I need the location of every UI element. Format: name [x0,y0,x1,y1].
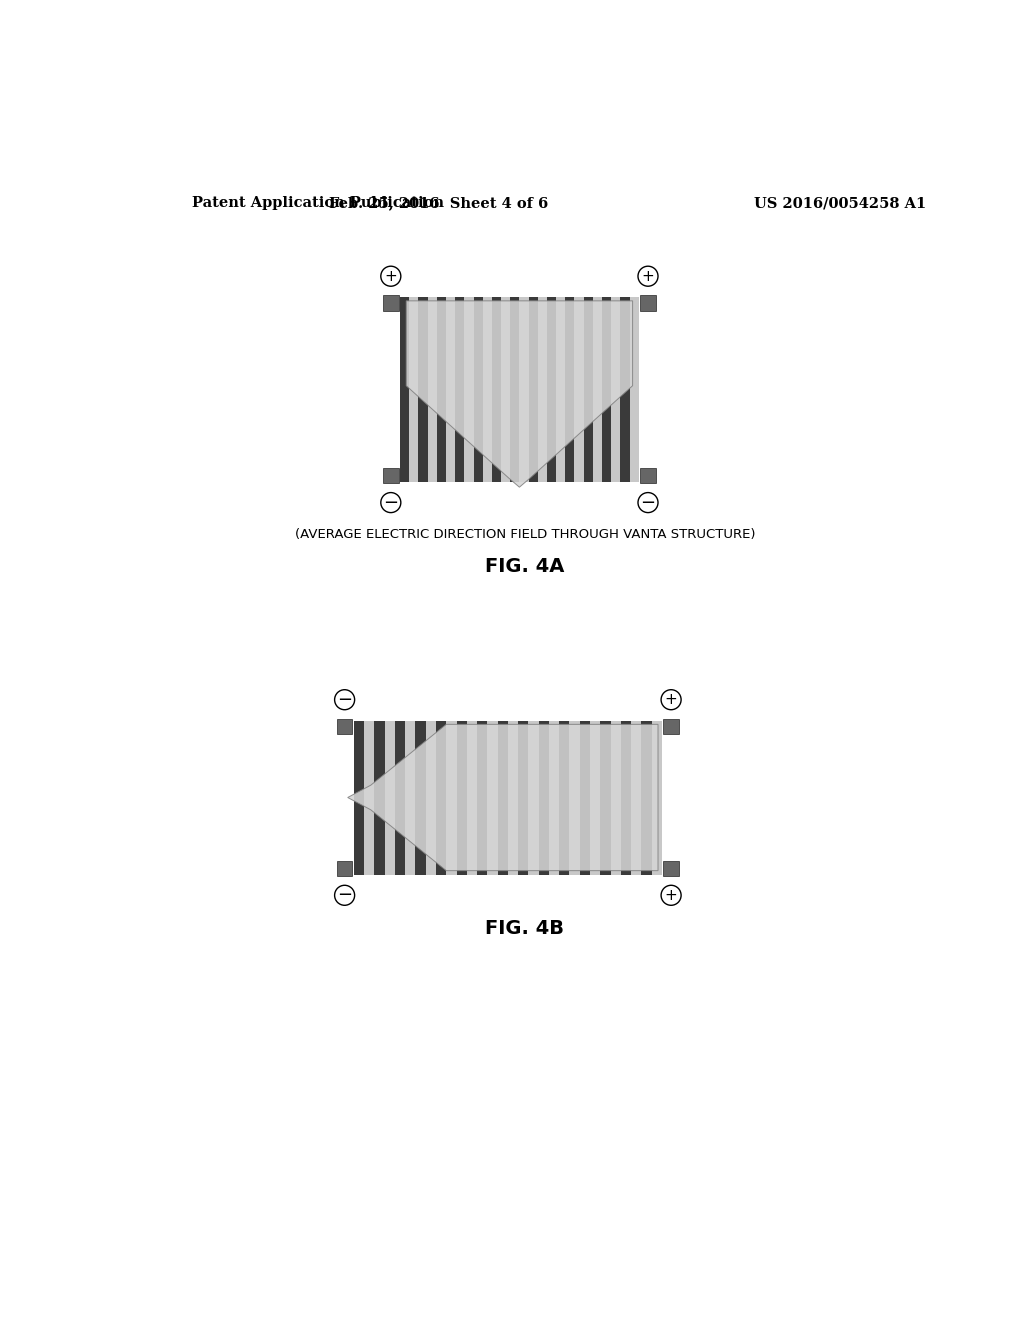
Polygon shape [602,297,611,482]
Polygon shape [549,721,559,875]
Polygon shape [487,721,498,875]
Text: −: − [640,494,655,512]
Bar [337,861,352,876]
Polygon shape [584,297,593,482]
Polygon shape [621,297,630,482]
Text: +: + [642,269,654,284]
Polygon shape [419,297,428,482]
Polygon shape [437,297,446,482]
Polygon shape [365,721,375,875]
Bar [664,861,679,876]
Polygon shape [519,297,528,482]
Polygon shape [565,297,574,482]
Polygon shape [510,297,519,482]
Polygon shape [385,721,395,875]
Text: −: − [383,494,398,512]
Polygon shape [455,297,464,482]
Polygon shape [375,721,385,875]
Polygon shape [621,721,631,875]
Polygon shape [446,297,455,482]
Polygon shape [426,721,436,875]
Polygon shape [477,721,487,875]
Text: FIG. 4A: FIG. 4A [485,557,564,576]
Polygon shape [593,297,602,482]
Polygon shape [354,721,365,875]
Polygon shape [407,301,633,487]
Polygon shape [528,721,539,875]
Text: +: + [665,692,678,708]
Text: US 2016/0054258 A1: US 2016/0054258 A1 [755,197,927,210]
Bar [640,469,655,483]
Polygon shape [482,297,492,482]
Polygon shape [473,297,482,482]
Polygon shape [559,721,569,875]
Polygon shape [590,721,600,875]
Polygon shape [400,297,410,482]
Polygon shape [569,721,580,875]
Polygon shape [406,721,416,875]
Polygon shape [538,297,547,482]
Polygon shape [492,297,501,482]
Text: +: + [665,888,678,903]
Polygon shape [600,721,610,875]
Polygon shape [611,297,621,482]
Polygon shape [410,297,419,482]
Text: Feb. 25, 2016  Sheet 4 of 6: Feb. 25, 2016 Sheet 4 of 6 [329,197,548,210]
Polygon shape [610,721,621,875]
Polygon shape [518,721,528,875]
Polygon shape [348,725,658,871]
Polygon shape [580,721,590,875]
Text: FIG. 4B: FIG. 4B [485,919,564,939]
Polygon shape [395,721,406,875]
Polygon shape [630,297,639,482]
Polygon shape [631,721,641,875]
Polygon shape [508,721,518,875]
Polygon shape [539,721,549,875]
Bar [383,296,398,312]
Text: +: + [384,269,397,284]
Polygon shape [574,297,584,482]
Bar [337,719,352,734]
Polygon shape [547,297,556,482]
Polygon shape [428,297,437,482]
Bar [640,296,655,312]
Polygon shape [556,297,565,482]
Polygon shape [416,721,426,875]
Bar [664,719,679,734]
Polygon shape [467,721,477,875]
Polygon shape [436,721,446,875]
Polygon shape [498,721,508,875]
Text: Patent Application Publication: Patent Application Publication [193,197,444,210]
Polygon shape [457,721,467,875]
Polygon shape [464,297,473,482]
Polygon shape [651,721,662,875]
Polygon shape [528,297,538,482]
Text: (AVERAGE ELECTRIC DIRECTION FIELD THROUGH VANTA STRUCTURE): (AVERAGE ELECTRIC DIRECTION FIELD THROUG… [295,528,755,541]
Text: −: − [337,690,352,709]
Text: −: − [337,886,352,904]
Polygon shape [641,721,651,875]
Polygon shape [501,297,510,482]
Bar [383,469,398,483]
Polygon shape [446,721,457,875]
